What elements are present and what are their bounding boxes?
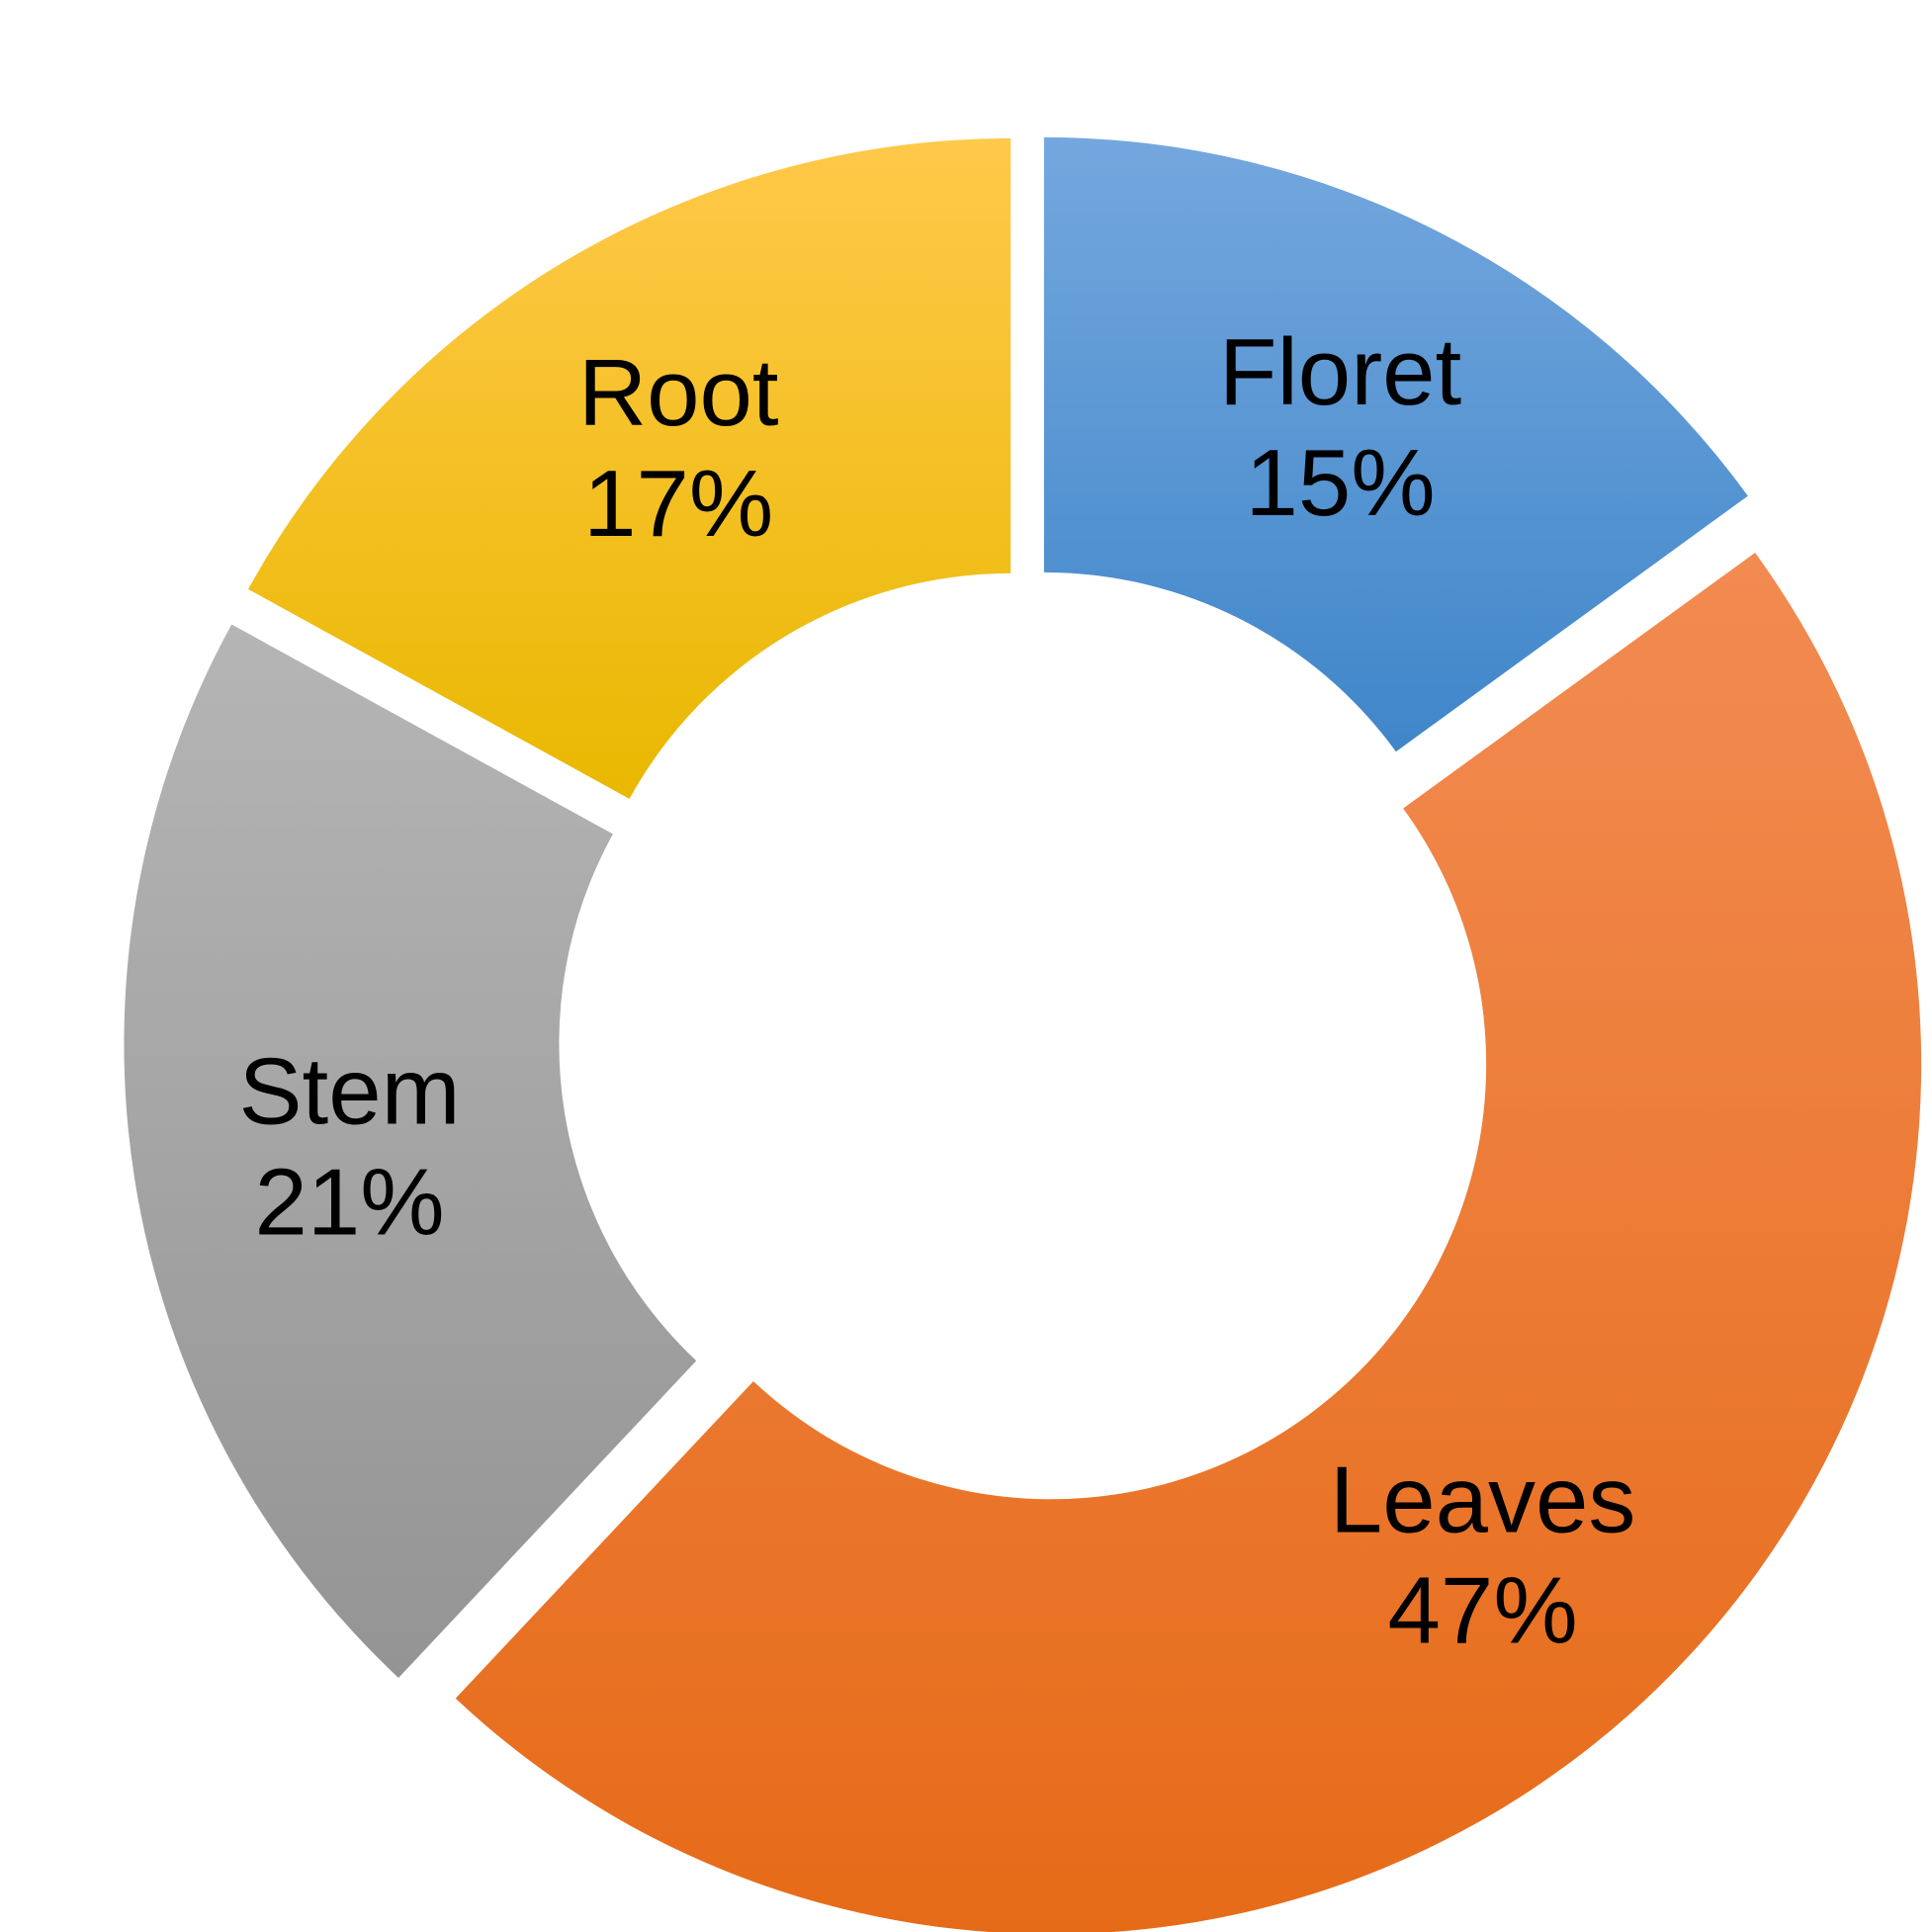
slice-label-name-root: Root [578, 340, 779, 446]
slice-floret [1043, 136, 1748, 752]
slice-label-name-floret: Floret [1219, 319, 1461, 425]
slice-label-name-leaves: Leaves [1330, 1447, 1636, 1552]
slice-label-percent-leaves: 47% [1388, 1557, 1578, 1663]
slice-label-name-stem: Stem [239, 1039, 461, 1145]
slice-label-percent-floret: 15% [1245, 430, 1435, 536]
slice-label-percent-root: 17% [583, 451, 773, 557]
slice-label-percent-stem: 21% [254, 1150, 444, 1256]
slices-group [124, 136, 1922, 1932]
slice-stem [124, 624, 697, 1678]
slice-root [248, 137, 1011, 799]
slice-leaves [455, 553, 1922, 1932]
